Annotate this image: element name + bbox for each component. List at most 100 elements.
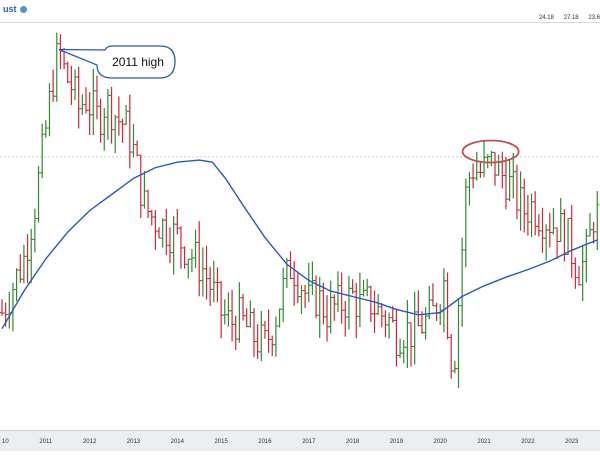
price-bar [142, 171, 147, 209]
price-bar [511, 152, 516, 199]
price-bar [540, 207, 545, 253]
price-bar [127, 94, 132, 169]
price-bar [547, 212, 552, 248]
price-bar [449, 333, 454, 379]
price-bar [409, 322, 414, 367]
price-bar [54, 32, 59, 102]
price-bar [47, 83, 52, 137]
price-bar [405, 300, 410, 368]
price-bars [0, 32, 600, 388]
price-bar [25, 234, 30, 284]
price-bar [328, 280, 333, 334]
price-bar [153, 210, 158, 250]
instrument-title[interactable]: ust [3, 4, 27, 14]
price-bar [255, 324, 260, 360]
x-tick-label: 2012 [83, 439, 97, 445]
price-bar [503, 156, 508, 210]
price-bar [529, 193, 534, 237]
price-bar [372, 290, 377, 334]
price-bar [233, 315, 238, 351]
x-tick-label: 2014 [171, 439, 185, 445]
price-value-2: 27.18 [563, 15, 579, 21]
price-bar [325, 295, 330, 342]
price-bar [467, 172, 472, 206]
price-bar [401, 340, 406, 364]
price-bar [423, 307, 428, 340]
x-tick-label: 2023 [565, 439, 579, 445]
x-tick-label: 2013 [127, 439, 141, 445]
price-bar [456, 298, 461, 388]
price-bar [237, 282, 242, 343]
price-bar [489, 150, 494, 167]
instrument-title-text: ust [3, 4, 17, 14]
price-bar [36, 166, 41, 223]
price-bar [471, 163, 476, 189]
price-bar [124, 104, 129, 125]
x-tick-label: 2020 [434, 439, 448, 445]
price-bar [175, 209, 180, 235]
price-bar [149, 209, 154, 226]
price-bar [105, 89, 110, 140]
price-bar [94, 75, 99, 120]
price-chart[interactable]: 2011 high [0, 22, 600, 430]
price-bar [573, 257, 578, 289]
price-bar [80, 94, 85, 115]
price-bar [566, 217, 571, 256]
price-bar [7, 292, 12, 329]
price-bar [482, 140, 487, 178]
x-axis-bar: 10 2011 2012 2013 2014 2015 2016 2017 2018 2019 20… [0, 430, 600, 451]
price-bar [21, 244, 26, 284]
price-value-1: 24.18 [538, 15, 554, 21]
price-bar [262, 320, 267, 339]
price-bar [354, 282, 359, 339]
price-bar [430, 283, 435, 307]
price-bar [412, 291, 417, 365]
price-bar [507, 158, 512, 202]
x-tick-label: 2017 [302, 439, 316, 445]
price-bar [91, 68, 96, 136]
price-bar [197, 221, 202, 297]
price-bar [18, 254, 23, 283]
price-value-3: 23.6 [588, 15, 600, 21]
price-bar [215, 267, 220, 303]
price-bar [222, 299, 227, 325]
price-bar [339, 272, 344, 324]
price-bar [577, 265, 582, 286]
price-bar [135, 140, 140, 157]
price-bar [200, 247, 205, 297]
price-bar [335, 271, 340, 312]
info-dot-icon[interactable] [19, 6, 27, 13]
price-bar [87, 92, 92, 136]
price-bar [522, 178, 527, 233]
price-bar [299, 285, 304, 314]
price-bar [463, 178, 468, 268]
price-bar [204, 245, 209, 300]
price-bar [438, 304, 443, 325]
highlight-ellipse [461, 139, 520, 164]
price-bar [569, 205, 574, 278]
price-bar [248, 300, 253, 328]
price-bar [251, 308, 256, 358]
price-bar [555, 227, 560, 260]
price-bar [533, 191, 538, 236]
price-bar [98, 98, 103, 143]
price-bar [146, 189, 151, 219]
price-bar [493, 151, 498, 186]
price-bar [343, 301, 348, 337]
x-axis: 10 2011 2012 2013 2014 2015 2016 2017 2018 2019 20… [2, 439, 579, 445]
price-bar [157, 227, 162, 239]
price-bar [387, 312, 392, 339]
x-tick-label: 2011 [39, 439, 53, 445]
price-bar [73, 69, 78, 100]
price-bar [584, 228, 589, 283]
x-tick-label: 2021 [477, 439, 491, 445]
price-bar [208, 266, 213, 306]
price-bar [496, 154, 501, 176]
price-bar [441, 268, 446, 333]
price-bar [383, 310, 388, 338]
price-bar [514, 164, 519, 220]
price-bar [32, 208, 37, 253]
price-bar [485, 154, 490, 169]
price-bar [120, 118, 125, 143]
